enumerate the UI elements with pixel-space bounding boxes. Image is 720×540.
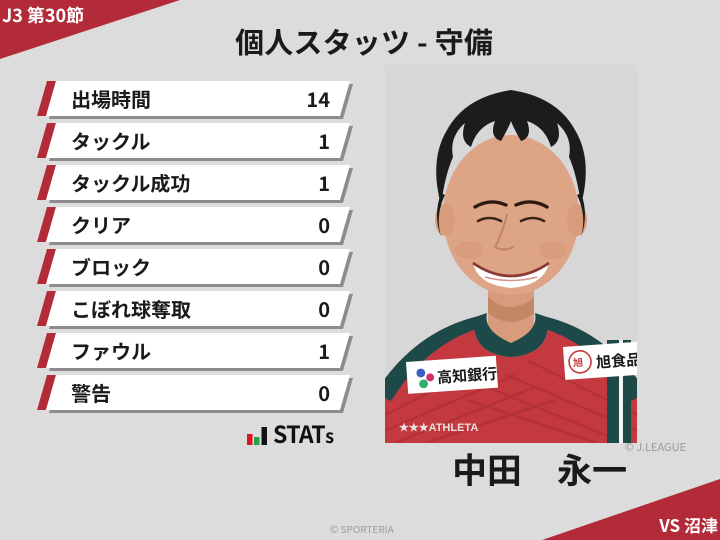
svg-text:旭: 旭	[572, 354, 584, 370]
svg-text:旭食品: 旭食品	[595, 349, 637, 373]
svg-text:高知銀行: 高知銀行	[436, 363, 497, 388]
svg-text:★★★ATHLETA: ★★★ATHLETA	[399, 422, 478, 434]
